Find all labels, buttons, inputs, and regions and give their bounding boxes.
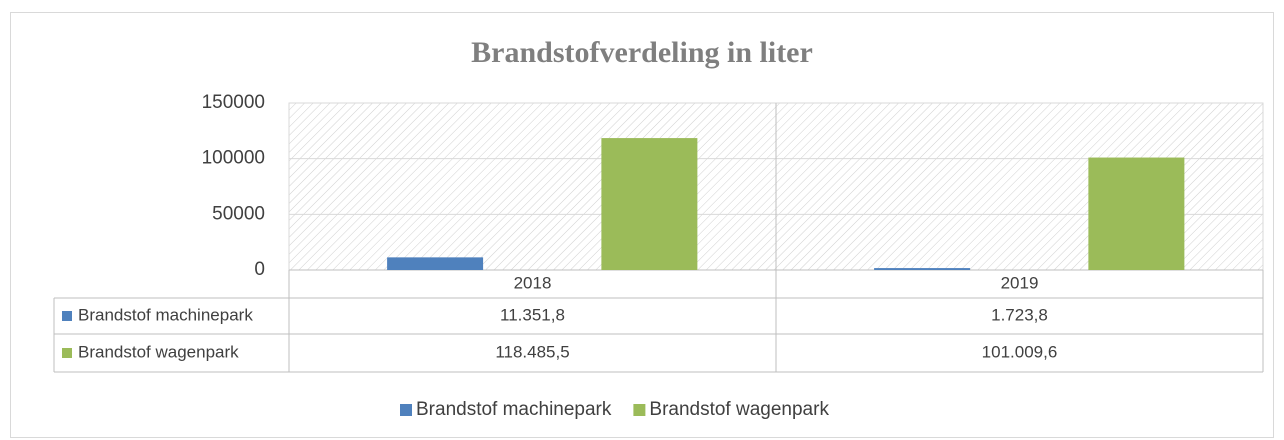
chart-title: Brandstofverdeling in liter [471,36,813,69]
bar [1088,157,1185,270]
table-legend-key [62,311,72,321]
legend-label: Brandstof wagenpark [649,399,829,420]
table-value: 11.351,8 [500,305,565,324]
y-tick-label: 100000 [202,148,265,169]
bar [874,268,971,270]
x-tick-label: 2019 [1001,273,1039,292]
table-value: 1.723,8 [991,305,1048,324]
table-series-name: Brandstof wagenpark [78,342,239,361]
legend-key [633,404,646,416]
bar [601,138,698,270]
table-legend-key [62,348,72,358]
legend-label: Brandstof machinepark [416,399,612,420]
table-series-name: Brandstof machinepark [78,305,253,324]
legend-key [400,404,412,416]
table-value: 101.009,6 [982,342,1058,361]
y-tick-label: 0 [254,259,265,280]
y-tick-label: 150000 [202,92,265,113]
x-tick-label: 2018 [514,273,552,292]
y-tick-label: 50000 [212,203,265,224]
bar [387,257,484,270]
table-value: 118.485,5 [495,342,569,361]
